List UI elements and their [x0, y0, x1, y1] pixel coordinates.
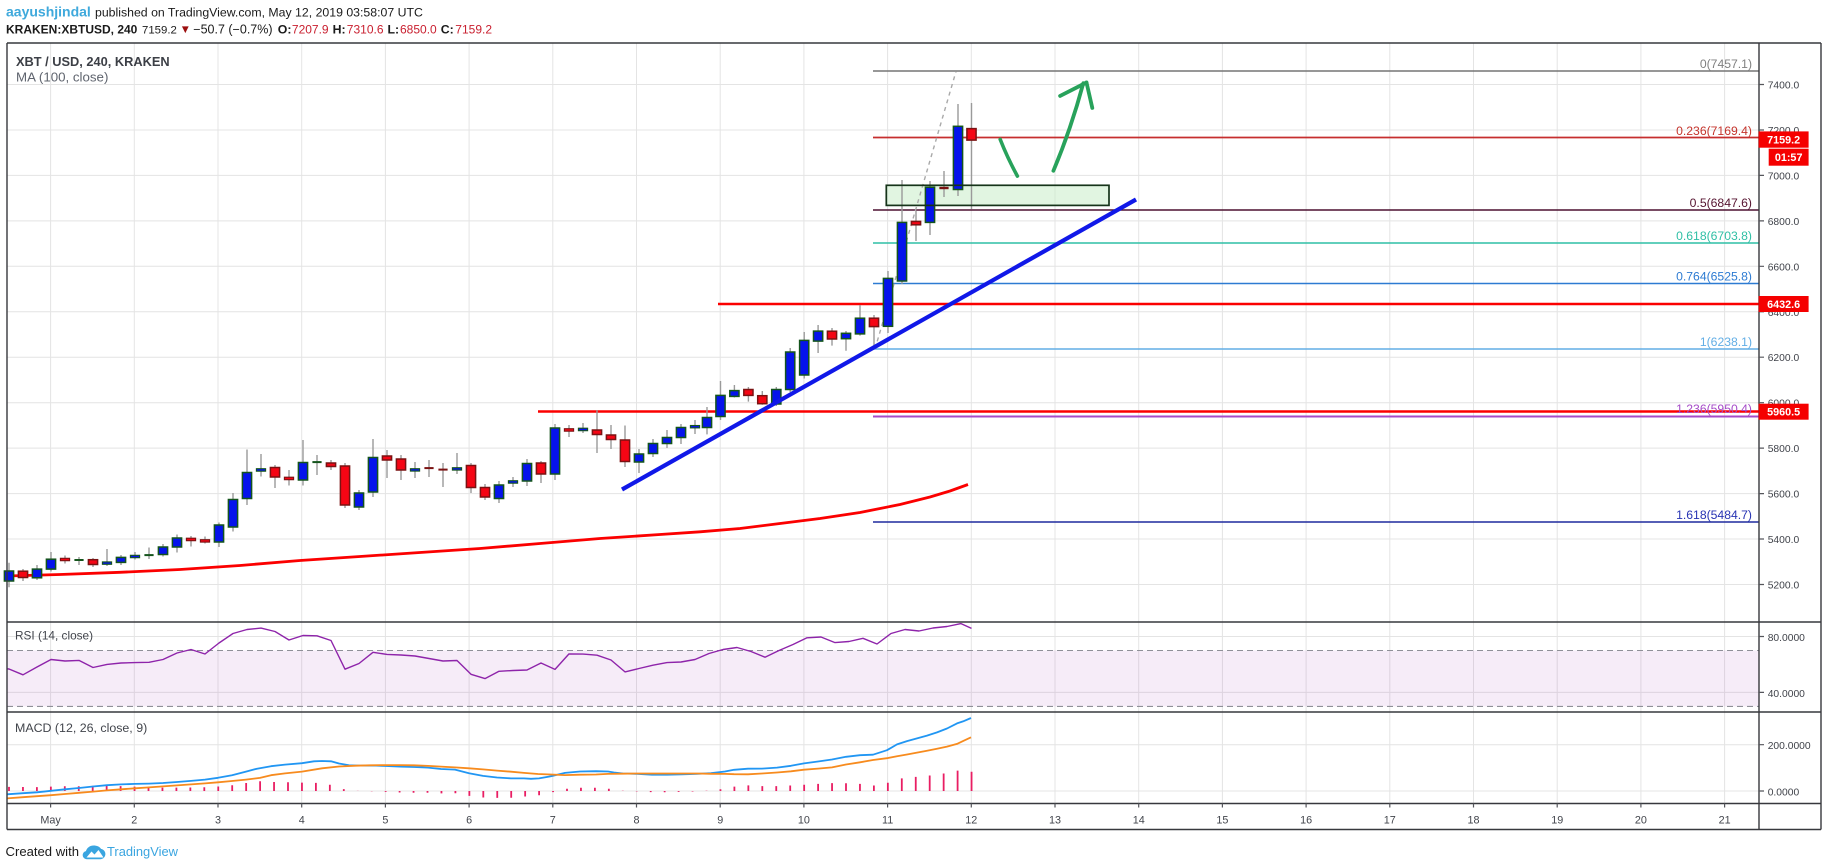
svg-text:KRAKEN:XBTUSD, 240: KRAKEN:XBTUSD, 240 — [6, 23, 138, 37]
svg-text:TradingView: TradingView — [107, 844, 179, 859]
svg-text:40.0000: 40.0000 — [1768, 689, 1805, 700]
svg-text:5960.5: 5960.5 — [1767, 407, 1800, 419]
svg-text:Created with: Created with — [6, 844, 80, 859]
svg-text:19: 19 — [1551, 815, 1563, 827]
svg-text:7159.2: 7159.2 — [1767, 134, 1800, 146]
svg-text:6600.0: 6600.0 — [1768, 262, 1800, 273]
svg-text:MACD (12, 26, close, 9): MACD (12, 26, close, 9) — [15, 721, 147, 735]
svg-text:12: 12 — [965, 815, 977, 827]
svg-text:MA (100, close): MA (100, close) — [16, 70, 108, 85]
svg-text:7000.0: 7000.0 — [1768, 171, 1800, 182]
svg-text:0.5(6847.6): 0.5(6847.6) — [1690, 196, 1752, 210]
svg-text:RSI (14, close): RSI (14, close) — [15, 629, 93, 643]
svg-text:14: 14 — [1133, 815, 1145, 827]
svg-text:1.618(5484.7): 1.618(5484.7) — [1676, 508, 1752, 522]
svg-text:21: 21 — [1719, 815, 1731, 827]
svg-text:1(6238.1): 1(6238.1) — [1700, 335, 1752, 349]
svg-text:9: 9 — [717, 815, 723, 827]
svg-text:0(7457.1): 0(7457.1) — [1700, 57, 1752, 71]
svg-text:15: 15 — [1216, 815, 1228, 827]
svg-text:16: 16 — [1300, 815, 1312, 827]
svg-text:7159.2: 7159.2 — [455, 23, 492, 37]
svg-text:17: 17 — [1384, 815, 1396, 827]
svg-text:13: 13 — [1049, 815, 1061, 827]
svg-text:−50.7 (−0.7%): −50.7 (−0.7%) — [193, 23, 272, 37]
svg-text:200.0000: 200.0000 — [1768, 741, 1811, 752]
svg-text:7310.6: 7310.6 — [347, 23, 384, 37]
svg-text:C:: C: — [441, 23, 454, 37]
svg-text:O:: O: — [278, 23, 292, 37]
svg-text:▼: ▼ — [180, 24, 191, 36]
svg-text:L:: L: — [388, 23, 400, 37]
svg-text:0.236(7169.4): 0.236(7169.4) — [1676, 124, 1752, 138]
svg-text:01:57: 01:57 — [1775, 152, 1803, 164]
svg-text:4: 4 — [299, 815, 305, 827]
svg-text:1.236(5950.4): 1.236(5950.4) — [1676, 402, 1752, 416]
svg-text:published on TradingView.com,: published on TradingView.com, May 12, 20… — [95, 6, 423, 20]
svg-text:5: 5 — [382, 815, 388, 827]
svg-text:7: 7 — [550, 815, 556, 827]
svg-text:aayushjindal: aayushjindal — [6, 4, 91, 20]
svg-text:2: 2 — [131, 815, 137, 827]
svg-text:3: 3 — [215, 815, 221, 827]
svg-text:8: 8 — [633, 815, 639, 827]
svg-text:0.0000: 0.0000 — [1768, 788, 1800, 799]
svg-text:10: 10 — [798, 815, 810, 827]
svg-text:6850.0: 6850.0 — [400, 23, 437, 37]
svg-text:5200.0: 5200.0 — [1768, 581, 1800, 592]
svg-text:XBT / USD, 240, KRAKEN: XBT / USD, 240, KRAKEN — [16, 54, 170, 69]
svg-text:H:: H: — [333, 23, 346, 37]
svg-text:6: 6 — [466, 815, 472, 827]
svg-text:6200.0: 6200.0 — [1768, 353, 1800, 364]
svg-text:7400.0: 7400.0 — [1768, 81, 1800, 92]
svg-text:5800.0: 5800.0 — [1768, 444, 1800, 455]
svg-text:5400.0: 5400.0 — [1768, 535, 1800, 546]
svg-text:7159.2: 7159.2 — [142, 25, 177, 37]
svg-text:11: 11 — [882, 815, 893, 827]
svg-text:6432.6: 6432.6 — [1767, 299, 1800, 311]
svg-text:0.764(6525.8): 0.764(6525.8) — [1676, 270, 1752, 284]
svg-text:18: 18 — [1467, 815, 1479, 827]
svg-text:May: May — [40, 815, 61, 827]
svg-text:20: 20 — [1635, 815, 1647, 827]
svg-text:7207.9: 7207.9 — [292, 23, 329, 37]
svg-text:5600.0: 5600.0 — [1768, 490, 1800, 501]
svg-text:6400.0: 6400.0 — [1768, 308, 1800, 319]
svg-text:80.0000: 80.0000 — [1768, 633, 1805, 644]
svg-text:0.618(6703.8): 0.618(6703.8) — [1676, 229, 1752, 243]
svg-text:6800.0: 6800.0 — [1768, 217, 1800, 228]
